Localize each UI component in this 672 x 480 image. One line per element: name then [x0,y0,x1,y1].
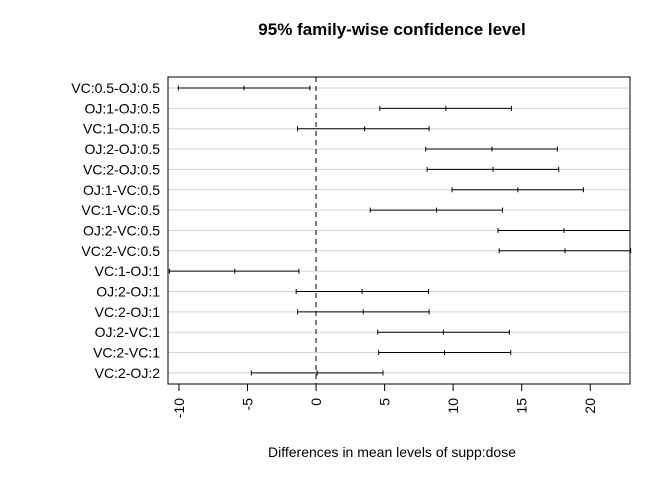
interval-4 [426,166,560,172]
interval-14 [250,370,384,376]
interval-11 [297,309,430,315]
comparison-label: VC:2-OJ:0.5 [83,161,160,177]
confidence-intervals [168,85,632,376]
x-axis-label: Differences in mean levels of supp:dose [268,444,516,460]
comparison-label: VC:2-OJ:1 [95,304,161,320]
x-tick-label: 15 [514,398,530,414]
comparison-label: OJ:2-VC:0.5 [83,222,160,238]
interval-13 [378,350,512,356]
interval-9 [168,268,300,274]
x-tick-label: 5 [377,398,393,406]
interval-5 [451,187,584,193]
comparison-label: OJ:2-OJ:1 [96,284,160,300]
comparison-label: VC:1-OJ:0.5 [83,121,160,137]
interval-1 [379,105,512,111]
comparison-label: VC:2-OJ:2 [95,365,161,381]
comparison-label: VC:2-VC:1 [93,345,160,361]
comparison-label: VC:0.5-OJ:0.5 [71,80,160,96]
interval-3 [425,146,558,152]
chart-title: 95% family-wise confidence level [258,20,525,39]
interval-7 [497,227,631,233]
interval-0 [177,85,311,91]
x-tick-label: 20 [582,398,598,414]
x-tick-label: 0 [308,398,324,406]
comparison-labels: VC:0.5-OJ:0.5 OJ:1-OJ:0.5 VC:1-OJ:0.5 OJ:2-… [71,80,160,381]
x-axis: -10 -5 0 5 10 15 20 [171,383,598,418]
comparison-label: VC:1-OJ:1 [95,263,161,279]
comparison-label: VC:1-VC:0.5 [81,202,160,218]
comparison-label: OJ:1-OJ:0.5 [85,100,161,116]
comparison-label: VC:2-VC:0.5 [81,243,160,259]
interval-2 [297,126,430,132]
interval-12 [377,329,510,335]
x-tick-label: -5 [240,398,256,411]
comparison-label: OJ:1-VC:0.5 [83,182,160,198]
comparison-label: OJ:2-OJ:0.5 [85,141,161,157]
x-tick-label: -10 [171,398,187,418]
interval-6 [369,207,504,213]
x-tick-label: 10 [445,398,461,414]
interval-10 [295,289,429,294]
comparison-label: OJ:2-VC:1 [95,324,161,340]
interval-8 [498,248,632,254]
